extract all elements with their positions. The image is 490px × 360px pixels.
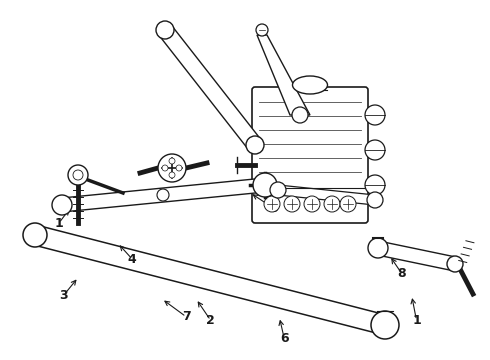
Text: 1: 1	[54, 217, 63, 230]
Circle shape	[73, 170, 83, 180]
Ellipse shape	[293, 76, 327, 94]
Circle shape	[368, 238, 388, 258]
Text: 8: 8	[397, 267, 406, 280]
Polygon shape	[257, 35, 310, 115]
Circle shape	[157, 189, 169, 201]
Text: 7: 7	[182, 310, 191, 323]
Circle shape	[367, 192, 383, 208]
Circle shape	[304, 196, 320, 212]
Text: 3: 3	[59, 289, 68, 302]
Circle shape	[156, 21, 174, 39]
Circle shape	[284, 196, 300, 212]
Circle shape	[52, 195, 72, 215]
Text: 6: 6	[280, 332, 289, 345]
Text: 5: 5	[270, 202, 279, 215]
Circle shape	[324, 196, 340, 212]
Circle shape	[292, 107, 308, 123]
Text: 4: 4	[128, 253, 137, 266]
Polygon shape	[61, 178, 266, 212]
Circle shape	[365, 175, 385, 195]
Circle shape	[371, 311, 399, 339]
Circle shape	[270, 182, 286, 198]
Circle shape	[340, 196, 356, 212]
Polygon shape	[32, 225, 388, 335]
Circle shape	[158, 154, 186, 182]
Circle shape	[256, 24, 268, 36]
FancyBboxPatch shape	[252, 87, 368, 223]
Circle shape	[365, 140, 385, 160]
Circle shape	[169, 158, 175, 164]
Polygon shape	[277, 185, 375, 205]
Circle shape	[264, 196, 280, 212]
Circle shape	[68, 165, 88, 185]
Circle shape	[365, 105, 385, 125]
Text: 2: 2	[206, 314, 215, 327]
Text: 1: 1	[412, 314, 421, 327]
Circle shape	[162, 165, 168, 171]
Circle shape	[253, 173, 277, 197]
Polygon shape	[377, 241, 456, 271]
Circle shape	[169, 172, 175, 178]
Circle shape	[447, 256, 463, 272]
Polygon shape	[159, 25, 261, 150]
Circle shape	[246, 136, 264, 154]
Circle shape	[23, 223, 47, 247]
Circle shape	[176, 165, 182, 171]
Ellipse shape	[374, 318, 396, 332]
